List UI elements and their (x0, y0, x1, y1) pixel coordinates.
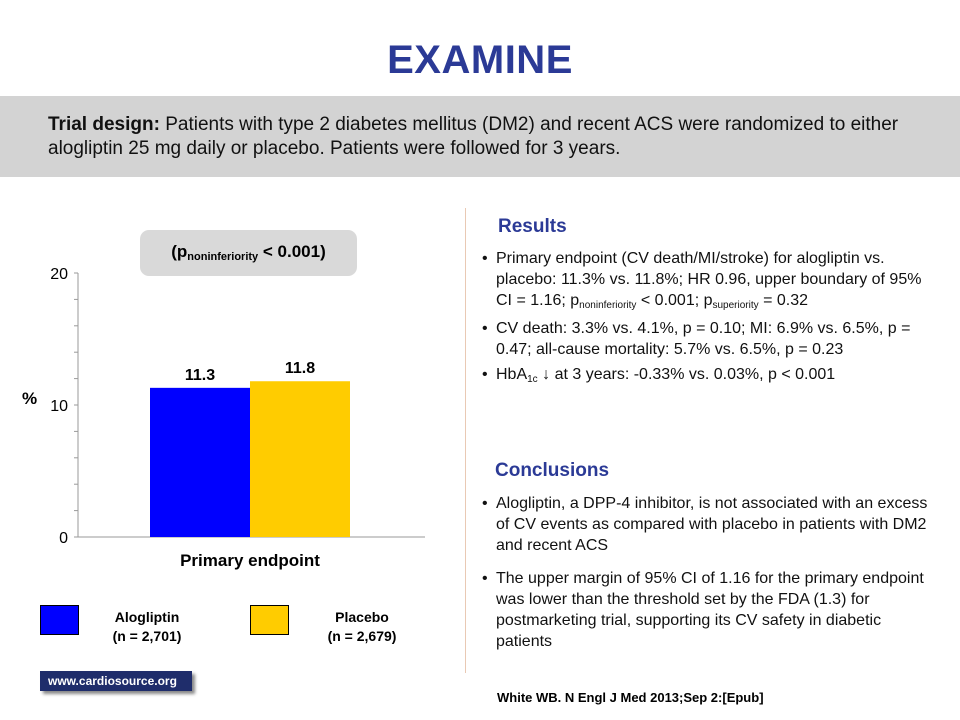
y-axis-label: % (22, 389, 37, 408)
conclusions-heading: Conclusions (495, 460, 610, 481)
citation: White WB. N Engl J Med 2013;Sep 2:[Epub] (497, 690, 764, 705)
conclusions-list: Alogliptin, a DPP-4 inhibitor, is not as… (482, 493, 932, 652)
x-category-label: Primary endpoint (180, 551, 320, 570)
bar-alogliptin (150, 387, 250, 537)
legend-label-placebo: Placebo (n = 2,679) (307, 608, 417, 646)
trial-design-label: Trial design: (48, 114, 160, 135)
bar-placebo (250, 381, 350, 537)
conclusions-item: Alogliptin, a DPP-4 inhibitor, is not as… (482, 493, 932, 556)
website-tag: www.cardiosource.org (40, 671, 192, 691)
legend-name: Alogliptin (114, 609, 180, 625)
results-item: CV death: 3.3% vs. 4.1%, p = 0.10; MI: 6… (482, 318, 932, 360)
results-item: HbA1c ↓ at 3 years: -0.33% vs. 0.03%, p … (482, 364, 932, 390)
trial-design-text: Trial design: Patients with type 2 diabe… (48, 113, 928, 161)
results-heading: Results (498, 216, 567, 237)
legend-n: (n = 2,679) (327, 628, 397, 644)
p-noninferiority-note: (pnoninferiority < 0.001) (140, 230, 357, 276)
legend-n: (n = 2,701) (112, 628, 182, 644)
trial-design-body: Patients with type 2 diabetes mellitus (… (48, 114, 899, 159)
results-item: Primary endpoint (CV death/MI/stroke) fo… (482, 248, 932, 316)
data-label: 11.3 (185, 367, 215, 384)
column-divider (465, 208, 466, 673)
results-list: Primary endpoint (CV death/MI/stroke) fo… (482, 248, 932, 390)
data-label: 11.8 (285, 360, 315, 377)
y-tick-label: 0 (59, 530, 68, 547)
slide-title: EXAMINE (387, 38, 573, 82)
legend-name: Placebo (335, 609, 389, 625)
legend-label-alogliptin: Alogliptin (n = 2,701) (92, 608, 202, 646)
legend-swatch-placebo (250, 605, 289, 635)
conclusions-item: The upper margin of 95% CI of 1.16 for t… (482, 568, 932, 652)
y-tick-label: 10 (50, 398, 68, 415)
trial-design-band (0, 96, 960, 177)
legend-swatch-alogliptin (40, 605, 79, 635)
bar-chart: 0 10 20% 11.3 11.8 Primary endpoint (22, 266, 425, 570)
y-tick-label: 20 (50, 266, 68, 283)
